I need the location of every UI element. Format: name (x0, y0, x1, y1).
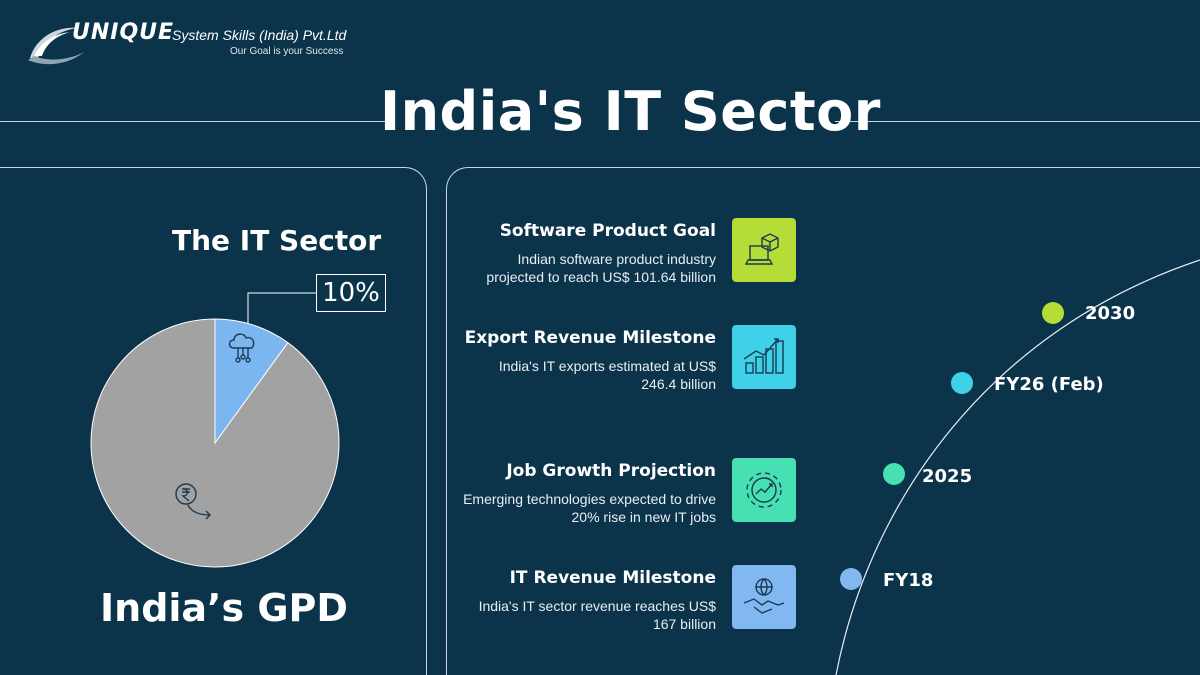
milestone-desc: India's IT exports estimated at US$ 246.… (498, 358, 716, 392)
milestone-title: IT Revenue Milestone (509, 568, 716, 588)
title-divider-left (0, 121, 395, 122)
timeline-label-fy18: FY18 (883, 570, 934, 591)
tagline: Our Goal is your Success (230, 46, 344, 57)
pie-panel (0, 167, 427, 675)
milestones-panel (446, 167, 1200, 675)
milestone-export-revenue: Export Revenue Milestone India's IT expo… (460, 325, 800, 393)
gear-trend-icon (732, 458, 796, 522)
timeline-dot-2025 (883, 463, 905, 485)
milestone-title: Job Growth Projection (506, 461, 716, 481)
milestone-title: Software Product Goal (499, 221, 716, 241)
handshake-globe-icon (732, 565, 796, 629)
pie-chart (90, 292, 340, 568)
pie-percent-label: 10% (316, 274, 386, 312)
swoosh-logo-icon (28, 27, 84, 65)
timeline-curve (835, 259, 1200, 675)
timeline-dot-2030 (1042, 302, 1064, 324)
company-name: System Skills (India) Pvt.Ltd (172, 27, 347, 43)
cloud-network-icon (228, 333, 255, 363)
company-logo: UNIQUE System Skills (India) Pvt.Ltd Our… (26, 18, 366, 68)
title-divider-right (835, 121, 1200, 122)
pie-slice-gdp (90, 318, 340, 568)
timeline-label-fy26: FY26 (Feb) (994, 374, 1104, 395)
milestone-title: Export Revenue Milestone (464, 328, 716, 348)
pie-callout-line (247, 292, 316, 327)
pie-heading: The IT Sector (172, 224, 382, 257)
timeline-label-2025: 2025 (922, 466, 973, 487)
pie-caption: India’s GPD (100, 586, 348, 630)
milestone-desc: India's IT sector revenue reaches US$ 16… (478, 598, 716, 632)
timeline-dot-fy18 (840, 568, 862, 590)
bar-growth-icon (732, 325, 796, 389)
page-title: India's IT Sector (380, 80, 881, 143)
milestone-job-growth: Job Growth Projection Emerging technolog… (460, 458, 800, 526)
milestone-software-product: Software Product Goal Indian software pr… (460, 218, 800, 286)
pie-slice-it-sector (214, 318, 289, 445)
brand-name: UNIQUE (72, 20, 175, 45)
milestone-desc: Emerging technologies expected to drive … (463, 491, 716, 525)
milestone-desc: Indian software product industry project… (486, 251, 716, 285)
milestone-it-revenue: IT Revenue Milestone India's IT sector r… (460, 565, 800, 633)
timeline-dot-fy26 (951, 372, 973, 394)
box-laptop-icon (732, 218, 796, 282)
rupee-down-icon (175, 483, 211, 520)
timeline-label-2030: 2030 (1085, 303, 1136, 324)
